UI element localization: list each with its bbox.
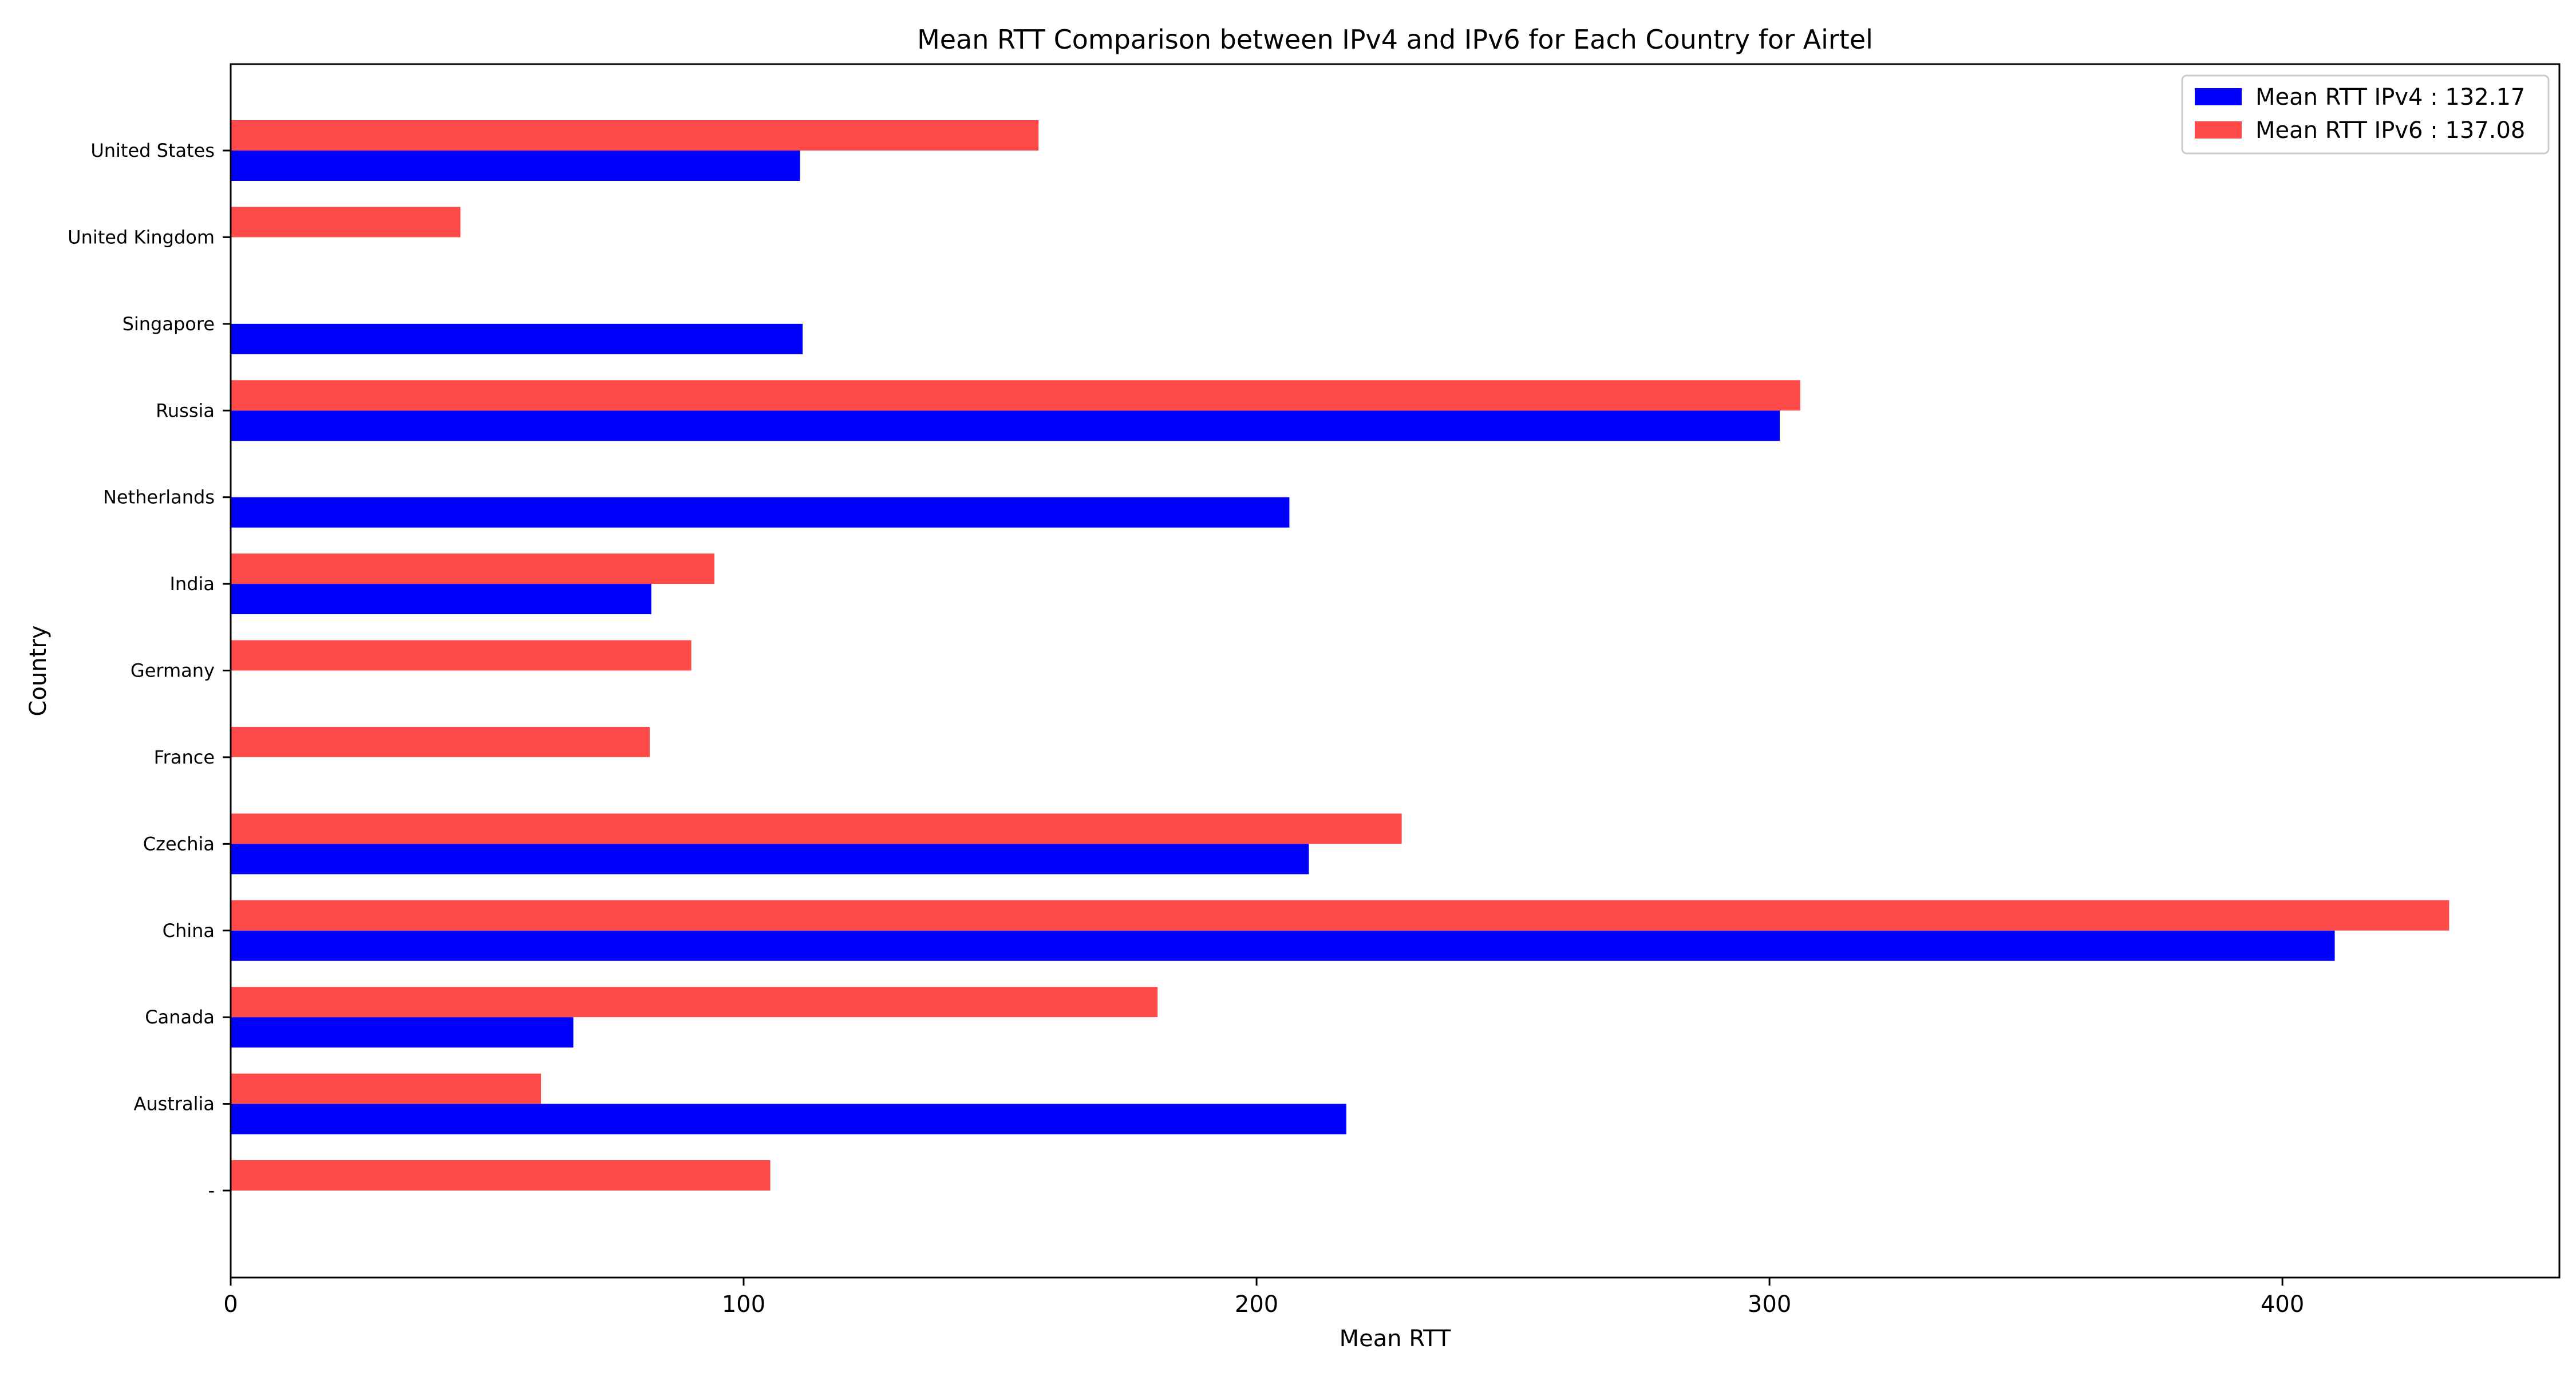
chart-title: Mean RTT Comparison between IPv4 and IPv…	[917, 24, 1873, 55]
bar-ipv4-india	[231, 584, 651, 615]
bar-ipv4-united-states	[231, 151, 800, 181]
legend: Mean RTT IPv4 : 132.17 Mean RTT IPv6 : 13…	[2181, 74, 2550, 155]
bar-ipv4-russia	[231, 410, 1780, 441]
legend-swatch-ipv6	[2195, 121, 2242, 139]
bar-ipv6-australia	[231, 1073, 542, 1104]
bar-ipv4-australia	[231, 1104, 1346, 1134]
y-tick-label-united-states: United States	[90, 140, 215, 161]
x-tick-label: 100	[722, 1291, 765, 1318]
bar-ipv4-netherlands	[231, 497, 1290, 528]
bar-ipv6-france	[231, 726, 650, 757]
legend-box	[2181, 74, 2550, 155]
y-tick-label-russia: Russia	[156, 400, 215, 421]
bar-ipv4-czechia	[231, 844, 1309, 875]
bar-ipv6-china	[231, 900, 2449, 931]
plot-area-frame	[230, 63, 2561, 1279]
bar-ipv6-russia	[231, 380, 1800, 411]
y-axis-label: Country	[25, 626, 52, 717]
bars-layer	[231, 120, 2449, 1191]
y-tick-label-canada: Canada	[145, 1006, 215, 1028]
y-tick-label-france: France	[154, 746, 215, 768]
bar-ipv6-canada	[231, 987, 1158, 1018]
bar-ipv6-czechia	[231, 813, 1402, 844]
x-tick-label: 400	[2261, 1291, 2304, 1318]
y-tick-label-india: India	[169, 573, 215, 595]
bar-ipv6-united-states	[231, 120, 1039, 151]
y-tick-label-czechia: Czechia	[143, 833, 215, 855]
y-tick-label-dash: -	[208, 1180, 215, 1201]
bar-ipv4-singapore	[231, 323, 803, 354]
legend-label-ipv4: Mean RTT IPv4 : 132.17	[2255, 84, 2525, 110]
legend-label-ipv6: Mean RTT IPv6 : 137.08	[2255, 117, 2525, 144]
bar-ipv6-germany	[231, 640, 692, 671]
x-axis-label: Mean RTT	[1340, 1326, 1451, 1352]
y-tick-label-united-kingdom: United Kingdom	[68, 226, 215, 248]
x-tick-label: 200	[1235, 1291, 1278, 1318]
y-axis: - Australia Canada China Czechia France German…	[68, 140, 231, 1201]
x-tick-label: 0	[223, 1291, 238, 1318]
bar-ipv6-dash	[231, 1160, 771, 1191]
x-tick-label: 300	[1748, 1291, 1791, 1318]
y-tick-label-australia: Australia	[133, 1093, 215, 1115]
y-tick-label-singapore: Singapore	[123, 313, 215, 335]
y-tick-label-china: China	[163, 920, 215, 942]
x-axis: 0 100 200 300 400	[223, 1278, 2304, 1318]
bar-ipv6-india	[231, 553, 714, 584]
bar-ipv4-canada	[231, 1017, 574, 1048]
y-tick-label-germany: Germany	[131, 660, 215, 682]
legend-swatch-ipv4	[2195, 88, 2242, 105]
bar-ipv4-china	[231, 930, 2335, 961]
bar-ipv6-united-kingdom	[231, 207, 461, 238]
y-tick-label-netherlands: Netherlands	[103, 487, 215, 508]
